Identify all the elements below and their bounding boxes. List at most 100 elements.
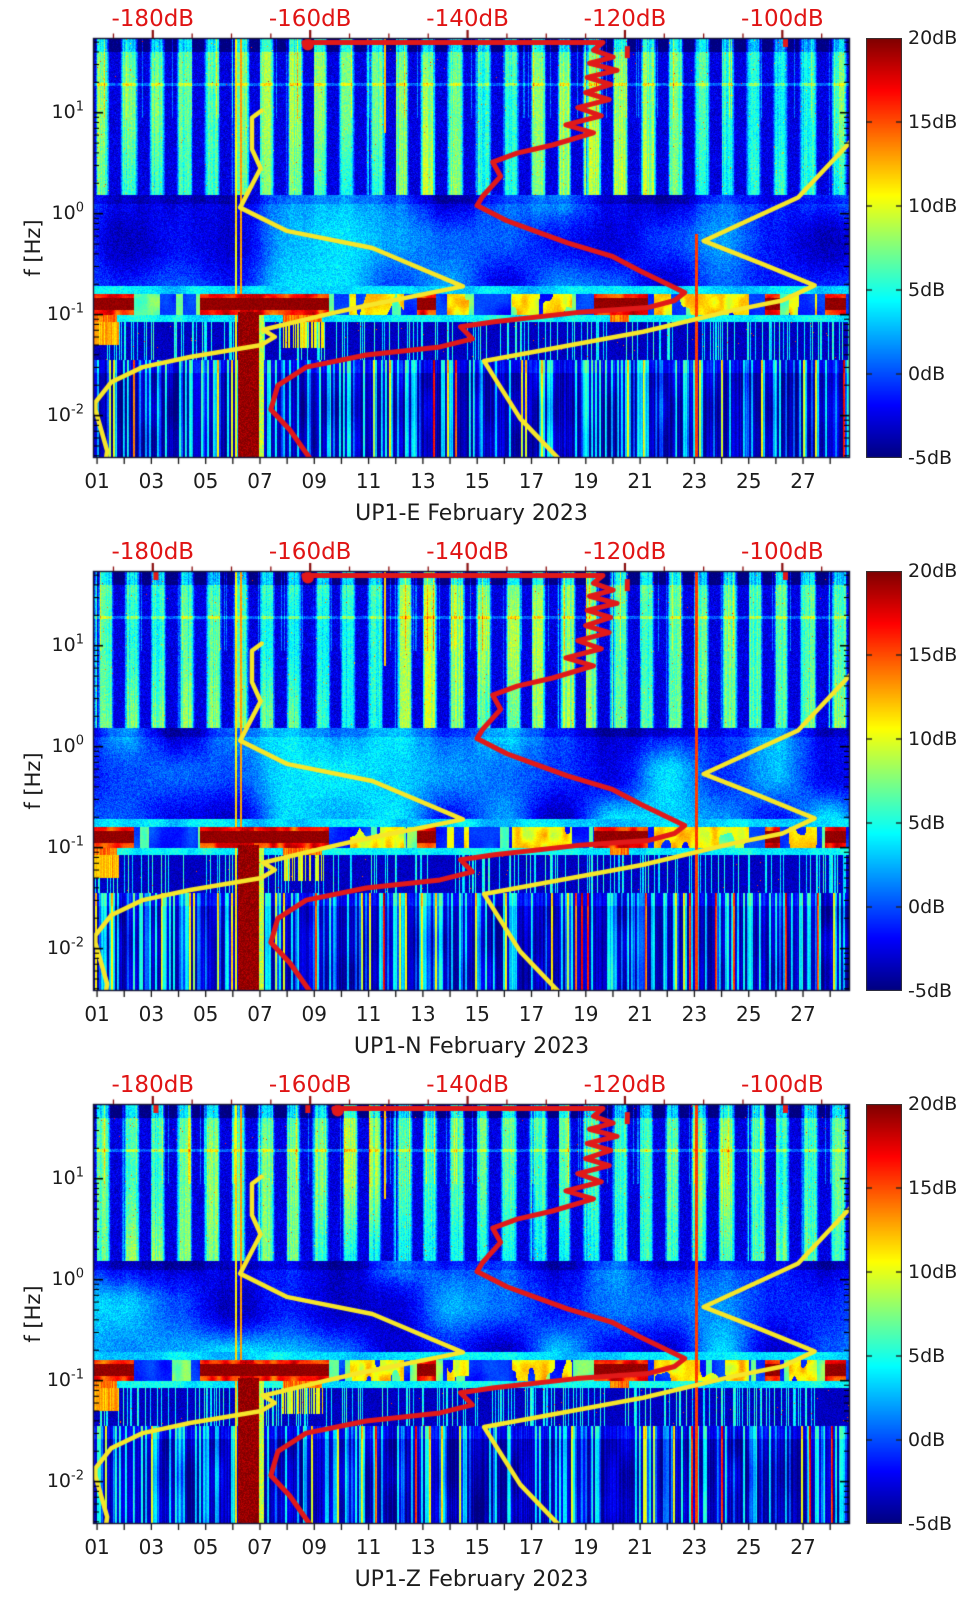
colorbar-tick-label: 5dB xyxy=(908,812,946,834)
x-axis-day-label: 25 xyxy=(735,1535,762,1559)
colorbar-tick-label: 15dB xyxy=(908,1177,958,1199)
y-tick-exponent: 1 xyxy=(75,1165,84,1181)
colorbar-tick-label: 10dB xyxy=(908,1261,958,1283)
x-axis-day-label: 15 xyxy=(464,469,490,493)
spectrogram-plot-canvas xyxy=(83,559,860,1003)
x-axis-day-label: 07 xyxy=(247,469,273,493)
y-axis-tick-label: 10-2 xyxy=(18,401,84,429)
y-axis-tick-label: 100 xyxy=(18,1265,84,1293)
y-axis-label: f [Hz] xyxy=(21,219,45,277)
y-tick-base: 10 xyxy=(51,1267,76,1290)
x-axis-day-label: 09 xyxy=(301,1002,327,1026)
x-axis-day-label: 07 xyxy=(247,1002,273,1026)
x-axis-day-label: 17 xyxy=(518,1535,545,1559)
colorbar-tick-label: 15dB xyxy=(908,644,958,666)
y-tick-exponent: -2 xyxy=(71,935,84,951)
x-axis-day-label: 03 xyxy=(138,1002,165,1026)
colorbar-tick-label: 5dB xyxy=(908,279,946,301)
x-axis-day-label: 19 xyxy=(573,469,599,493)
spectrogram-plot-canvas xyxy=(83,26,860,470)
colorbar-tick-label: 20dB xyxy=(908,27,958,49)
x-axis-day-label: 07 xyxy=(247,1535,273,1559)
y-axis-label: f [Hz] xyxy=(21,752,45,810)
spectrogram-panel-up1-e: -180dB -160dB -140dB -120dB -100dB 101 100 10-1… xyxy=(0,0,962,533)
x-axis-day-label: 17 xyxy=(518,1002,545,1026)
y-tick-base: 10 xyxy=(46,835,72,858)
y-axis-tick-label: 10-1 xyxy=(18,300,84,328)
colorbar-canvas xyxy=(866,38,902,458)
y-tick-exponent: -1 xyxy=(71,834,84,850)
y-axis-tick-label: 101 xyxy=(18,631,84,659)
x-axis-day-label: 17 xyxy=(518,469,545,493)
x-axis-day-label: 05 xyxy=(192,1002,219,1026)
colorbar-tick-label: -5dB xyxy=(908,980,953,1002)
y-axis-tick-label: 10-2 xyxy=(18,934,84,962)
x-axis-day-label: 19 xyxy=(573,1535,599,1559)
colorbar-tick-label: 0dB xyxy=(908,1429,946,1451)
y-tick-base: 10 xyxy=(51,734,76,757)
x-axis-day-label: 23 xyxy=(681,1002,708,1026)
x-axis-day-label: 13 xyxy=(410,1535,436,1559)
x-axis-day-label: 11 xyxy=(355,1002,382,1026)
x-axis-day-label: 15 xyxy=(464,1535,490,1559)
y-tick-base: 10 xyxy=(46,936,72,959)
y-tick-exponent: 1 xyxy=(75,632,84,648)
x-axis-day-label: 23 xyxy=(681,469,708,493)
spectrogram-plot-canvas xyxy=(83,1092,860,1536)
x-axis-day-label: 19 xyxy=(573,1002,599,1026)
x-axis-day-label: 13 xyxy=(410,469,436,493)
y-axis-tick-label: 10-1 xyxy=(18,1366,84,1394)
x-axis-day-label: 25 xyxy=(735,1002,762,1026)
x-axis-day-label: 01 xyxy=(84,1535,110,1559)
colorbar-tick-label: 20dB xyxy=(908,560,958,582)
x-axis-day-label: 03 xyxy=(138,1535,165,1559)
y-axis-tick-label: 100 xyxy=(18,199,84,227)
x-axis-day-label: 01 xyxy=(84,1002,110,1026)
y-tick-base: 10 xyxy=(51,100,76,123)
y-tick-base: 10 xyxy=(46,1368,72,1391)
y-tick-base: 10 xyxy=(46,1469,72,1492)
panel-title: UP1-Z February 2023 xyxy=(354,1567,589,1592)
colorbar-tick-label: 0dB xyxy=(908,896,946,918)
x-axis-day-label: 05 xyxy=(192,469,219,493)
x-axis-day-label: 09 xyxy=(301,469,327,493)
x-axis-day-label: 11 xyxy=(355,1535,382,1559)
y-axis-tick-label: 100 xyxy=(18,732,84,760)
x-axis-day-label: 01 xyxy=(84,469,110,493)
spectrogram-panel-up1-n: -180dB -160dB -140dB -120dB -100dB 101 100 10-1… xyxy=(0,533,962,1066)
colorbar-tick-label: 10dB xyxy=(908,195,958,217)
y-axis-tick-label: 101 xyxy=(18,1164,84,1192)
colorbar-tick-label: 20dB xyxy=(908,1093,958,1115)
colorbar-tick-label: 5dB xyxy=(908,1345,946,1367)
colorbar-tick-label: -5dB xyxy=(908,447,953,469)
x-axis-day-label: 09 xyxy=(301,1535,327,1559)
y-axis-tick-label: 10-1 xyxy=(18,833,84,861)
x-axis-day-label: 21 xyxy=(627,1535,653,1559)
y-tick-exponent: -2 xyxy=(71,402,84,418)
y-tick-exponent: -1 xyxy=(71,1367,84,1383)
x-axis-day-label: 13 xyxy=(410,1002,436,1026)
x-axis-day-label: 05 xyxy=(192,1535,219,1559)
y-tick-base: 10 xyxy=(51,633,76,656)
y-tick-exponent: 0 xyxy=(75,733,84,749)
x-axis-day-label: 11 xyxy=(355,469,382,493)
y-tick-exponent: -1 xyxy=(71,301,84,317)
y-tick-base: 10 xyxy=(51,1166,76,1189)
x-axis-day-label: 27 xyxy=(790,1002,816,1026)
panel-title: UP1-N February 2023 xyxy=(353,1034,590,1059)
y-tick-exponent: 1 xyxy=(75,99,84,115)
panel-title: UP1-E February 2023 xyxy=(355,501,588,526)
y-axis-tick-label: 10-2 xyxy=(18,1467,84,1495)
x-axis-day-label: 27 xyxy=(790,469,816,493)
y-tick-base: 10 xyxy=(46,403,72,426)
y-tick-exponent: 0 xyxy=(75,1266,84,1282)
colorbar-tick-label: 15dB xyxy=(908,111,958,133)
x-axis-day-label: 15 xyxy=(464,1002,490,1026)
x-axis-day-label: 21 xyxy=(627,1002,653,1026)
x-axis-day-label: 27 xyxy=(790,1535,816,1559)
colorbar-canvas xyxy=(866,571,902,991)
x-axis-day-label: 23 xyxy=(681,1535,708,1559)
colorbar-tick-label: -5dB xyxy=(908,1513,953,1535)
y-tick-exponent: 0 xyxy=(75,200,84,216)
